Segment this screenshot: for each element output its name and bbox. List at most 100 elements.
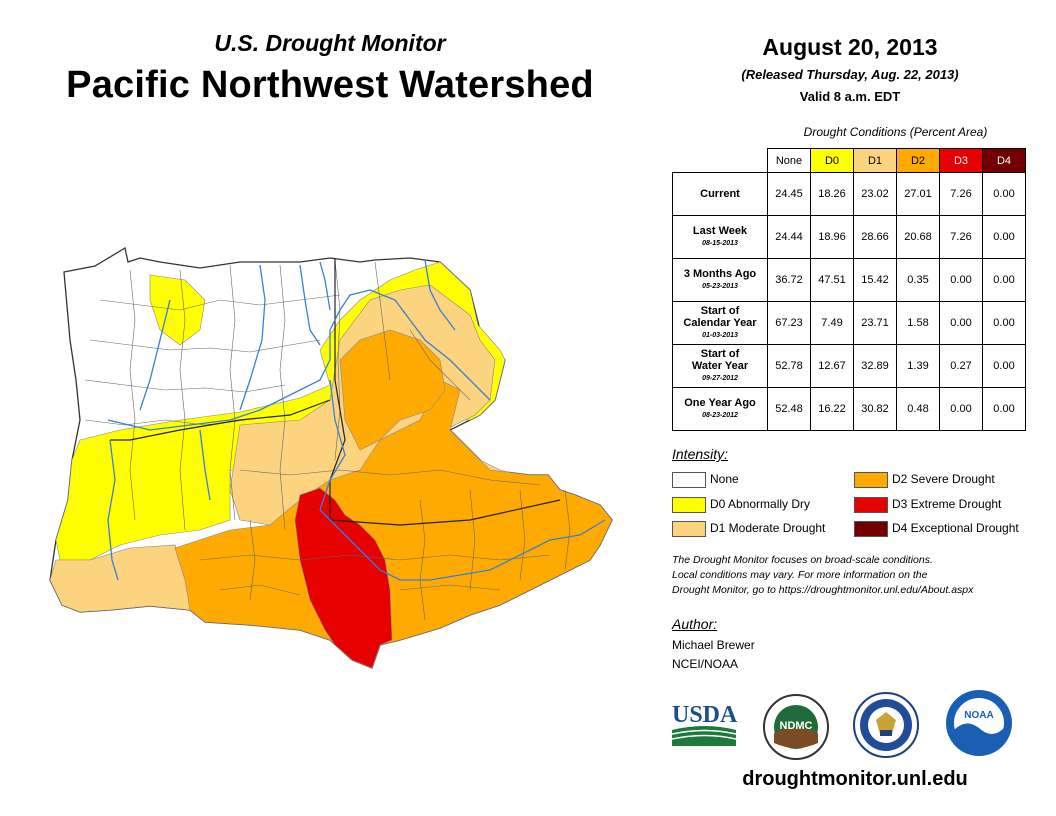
table-cell: 0.35	[896, 258, 940, 302]
d2-area-east	[339, 329, 446, 451]
table-row: Last Week 08-15-2013 24.44 18.96 28.66 20…	[672, 215, 1026, 259]
table-cell: 0.00	[939, 258, 983, 302]
table-corner	[673, 149, 768, 173]
table-header-row: None D0 D1 D2 D3 D4	[673, 148, 1026, 173]
col-header-d1: D1	[853, 148, 897, 173]
legend-swatch	[672, 472, 706, 488]
table-cell: 1.39	[896, 344, 940, 388]
table-row: Current 24.45 18.26 23.02 27.01 7.26 0.0…	[672, 172, 1026, 216]
table-cell: 24.44	[767, 215, 811, 259]
author-title: Author:	[672, 616, 718, 632]
col-header-none: None	[767, 148, 811, 173]
table-cell: 20.68	[896, 215, 940, 259]
note-line: The Drought Monitor focuses on broad-sca…	[672, 554, 933, 566]
row-date: 05-23-2013	[702, 282, 738, 290]
table-cell: 0.00	[982, 215, 1026, 259]
table-cell: 32.89	[853, 344, 897, 388]
col-header-d4: D4	[982, 148, 1026, 173]
row-date: 08-15-2013	[702, 239, 738, 247]
table-cell: 0.48	[896, 387, 940, 431]
table-cell: 23.02	[853, 172, 897, 216]
table-row: 3 Months Ago 05-23-2013 36.72 47.51 15.42…	[672, 258, 1026, 302]
row-label-text: Last Week	[692, 224, 748, 237]
table-cell: 47.51	[810, 258, 854, 302]
legend-swatch	[672, 521, 706, 537]
row-label: Start of Water Year 09-27-2012	[672, 344, 768, 388]
row-date: 01-03-2013	[702, 331, 738, 339]
table-cell: 7.26	[939, 172, 983, 216]
row-label: 3 Months Ago 05-23-2013	[672, 258, 768, 302]
rivers	[107, 259, 606, 581]
row-label-text: One Year Ago	[684, 396, 756, 409]
legend-swatch	[854, 521, 888, 537]
row-label: Start of Calendar Year 01-03-2013	[672, 301, 768, 345]
col-header-d2: D2	[896, 148, 940, 173]
table-cell: 0.00	[982, 387, 1026, 431]
legend-label: D1 Moderate Drought	[710, 521, 826, 535]
table-row: Start of Calendar Year 01-03-2013 67.23 7.…	[672, 301, 1026, 345]
ndmc-logo-text: NDMC	[780, 720, 813, 732]
commerce-seal-logo	[853, 692, 919, 758]
table-cell: 30.82	[853, 387, 897, 431]
release-date: (Released Thursday, Aug. 22, 2013)	[741, 67, 959, 82]
legend-label: None	[710, 472, 739, 486]
drought-conditions-table: None D0 D1 D2 D3 D4 Current 24.45 18.26 …	[672, 148, 1026, 431]
legend-label: D3 Extreme Drought	[892, 497, 1002, 511]
usda-logo: USDA	[671, 702, 738, 746]
table-cell: 0.00	[939, 301, 983, 345]
disclaimer-note: The Drought Monitor focuses on broad-sca…	[672, 553, 1032, 598]
valid-time: Valid 8 a.m. EDT	[799, 89, 901, 104]
table-cell: 0.00	[939, 387, 983, 431]
drought-map	[49, 246, 613, 669]
table-cell: 36.72	[767, 258, 811, 302]
table-cell: 0.00	[982, 258, 1026, 302]
row-date: 08-23-2012	[702, 411, 738, 419]
col-header-d0: D0	[810, 148, 854, 173]
table-cell: 0.00	[982, 172, 1026, 216]
author-org: NCEI/NOAA	[672, 657, 739, 671]
legend-swatch	[672, 497, 706, 513]
map-date: August 20, 2013	[762, 34, 938, 60]
legend-label: D4 Exceptional Drought	[892, 521, 1019, 535]
legend-swatch	[854, 497, 888, 513]
row-label: One Year Ago 08-23-2012	[672, 387, 768, 431]
noaa-logo-text: NOAA	[964, 710, 993, 721]
legend-label: D2 Severe Drought	[892, 472, 995, 486]
row-label-text: Current	[700, 188, 740, 200]
col-header-d3: D3	[939, 148, 983, 173]
noaa-logo: NOAA	[946, 690, 1012, 756]
table-cell: 28.66	[853, 215, 897, 259]
row-label: Current	[672, 172, 768, 216]
table-cell: 27.01	[896, 172, 940, 216]
table-cell: 7.26	[939, 215, 983, 259]
row-label-text: Start of Water Year	[691, 347, 749, 372]
legend-title: Intensity:	[672, 446, 729, 462]
table-cell: 16.22	[810, 387, 854, 431]
row-label-text: Start of Calendar Year	[683, 304, 757, 329]
legend-label: D0 Abnormally Dry	[710, 497, 811, 511]
table-cell: 1.58	[896, 301, 940, 345]
table-cell: 24.45	[767, 172, 811, 216]
table-cell: 52.78	[767, 344, 811, 388]
usda-logo-text: USDA	[672, 702, 738, 728]
table-cell: 18.96	[810, 215, 854, 259]
note-line: Drought Monitor, go to https://droughtmo…	[672, 584, 974, 596]
table-cell: 0.27	[939, 344, 983, 388]
table-cell: 67.23	[767, 301, 811, 345]
table-cell: 12.67	[810, 344, 854, 388]
map-subtitle: U.S. Drought Monitor	[214, 30, 446, 56]
state-boundaries	[110, 258, 561, 526]
author-name: Michael Brewer	[672, 638, 755, 652]
legend-swatch	[854, 472, 888, 488]
d3-area	[294, 487, 393, 669]
note-line: Local conditions may vary. For more info…	[672, 569, 928, 581]
row-date: 09-27-2012	[702, 374, 738, 382]
map-title: Pacific Northwest Watershed	[66, 64, 594, 106]
table-row: One Year Ago 08-23-2012 52.48 16.22 30.82…	[672, 387, 1026, 431]
table-cell: 7.49	[810, 301, 854, 345]
table-cell: 0.00	[982, 301, 1026, 345]
table-cell: 0.00	[982, 344, 1026, 388]
ndmc-logo: NDMC	[763, 694, 829, 760]
footer-url[interactable]: droughtmonitor.unl.edu	[742, 768, 968, 790]
table-row: Start of Water Year 09-27-2012 52.78 12.67…	[672, 344, 1026, 388]
